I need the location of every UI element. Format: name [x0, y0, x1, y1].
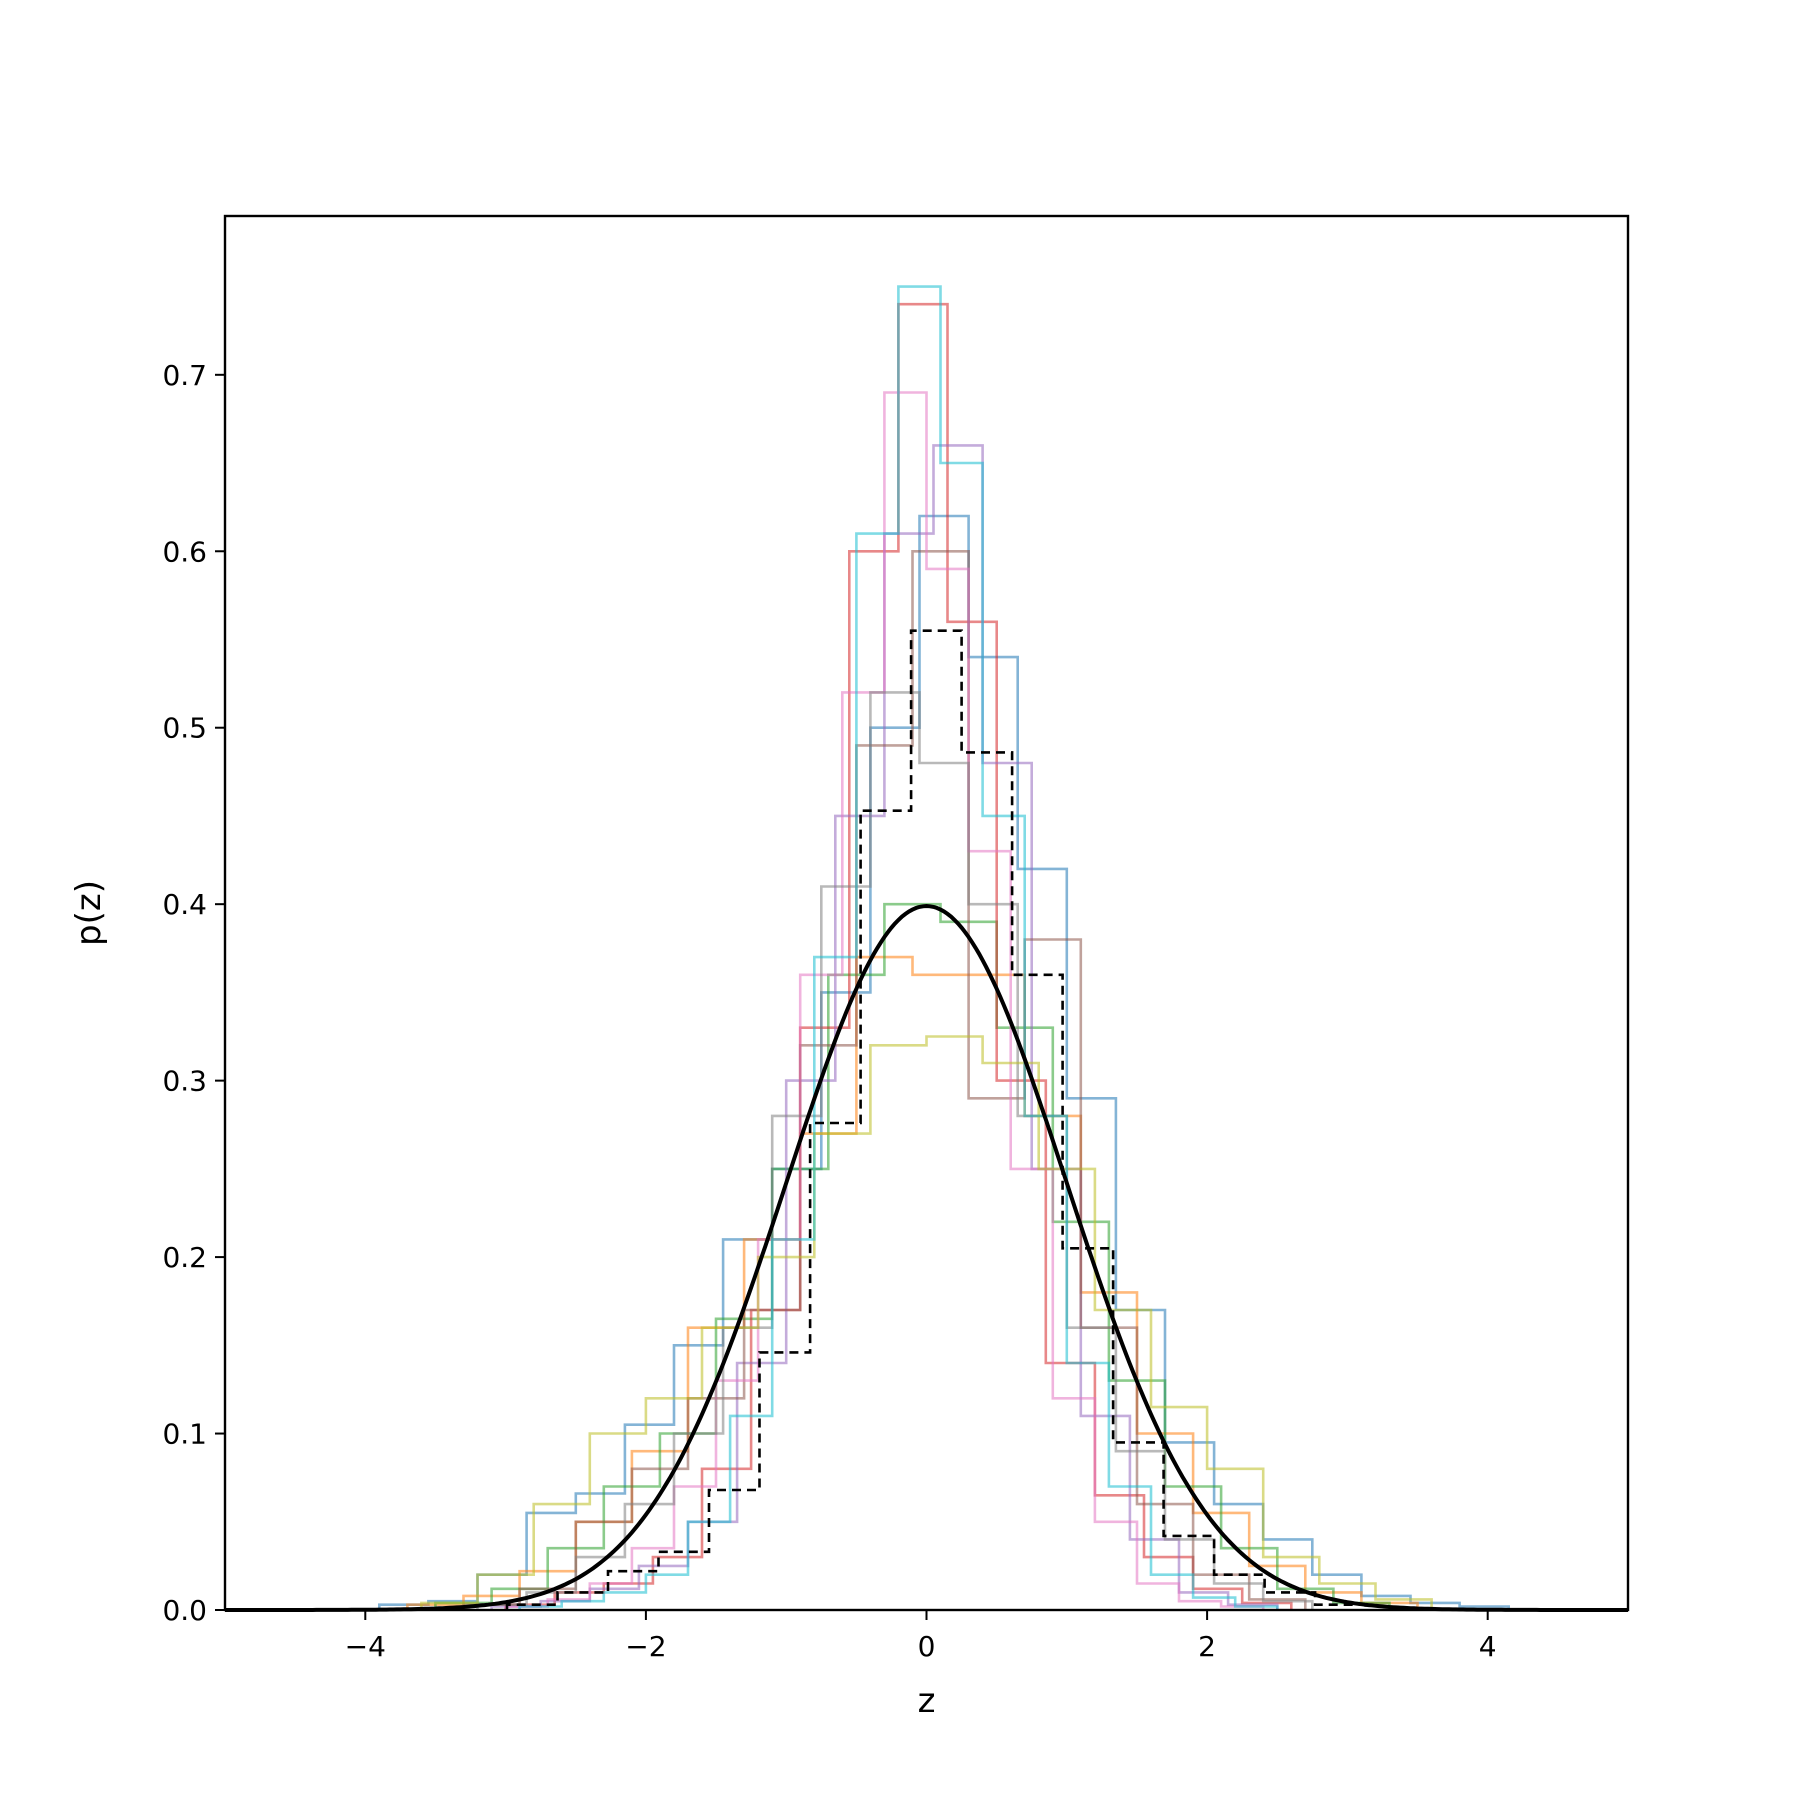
y-tick-label: 0.4 — [162, 888, 207, 921]
dashed-histogram — [505, 629, 1367, 1610]
histogram-layer — [378, 285, 1510, 1610]
histogram-series-7 — [504, 391, 1265, 1610]
y-tick-label: 0.0 — [162, 1594, 207, 1627]
x-tick-label: 4 — [1479, 1630, 1497, 1663]
x-axis-ticks: −4 −2 0 2 4 — [345, 1610, 1497, 1663]
histogram-series-6 — [462, 550, 1307, 1610]
x-tick-label: 0 — [918, 1630, 936, 1663]
x-axis-label: z — [918, 1681, 936, 1721]
histogram-series-8 — [476, 691, 1314, 1610]
y-tick-label: 0.5 — [162, 712, 207, 745]
y-axis-label: p(z) — [69, 880, 109, 946]
histogram-series-10 — [518, 285, 1279, 1610]
histogram-series-3 — [434, 902, 1391, 1610]
y-tick-label: 0.2 — [162, 1241, 207, 1274]
y-tick-label: 0.1 — [162, 1418, 207, 1451]
y-tick-label: 0.7 — [162, 359, 207, 392]
y-tick-label: 0.6 — [162, 535, 207, 568]
dashed-histogram-layer — [505, 629, 1367, 1610]
normal-pdf-curve — [225, 903, 1628, 1612]
histogram-series-1 — [378, 514, 1510, 1610]
y-axis-ticks: 0.0 0.1 0.2 0.3 0.4 0.5 0.6 0.7 — [162, 359, 225, 1627]
y-tick-label: 0.3 — [162, 1065, 207, 1098]
x-tick-label: 2 — [1198, 1630, 1216, 1663]
x-tick-label: −2 — [625, 1630, 666, 1663]
x-tick-label: −4 — [345, 1630, 386, 1663]
normal-curve-layer — [225, 903, 1628, 1612]
histogram-series-9 — [420, 1035, 1433, 1610]
